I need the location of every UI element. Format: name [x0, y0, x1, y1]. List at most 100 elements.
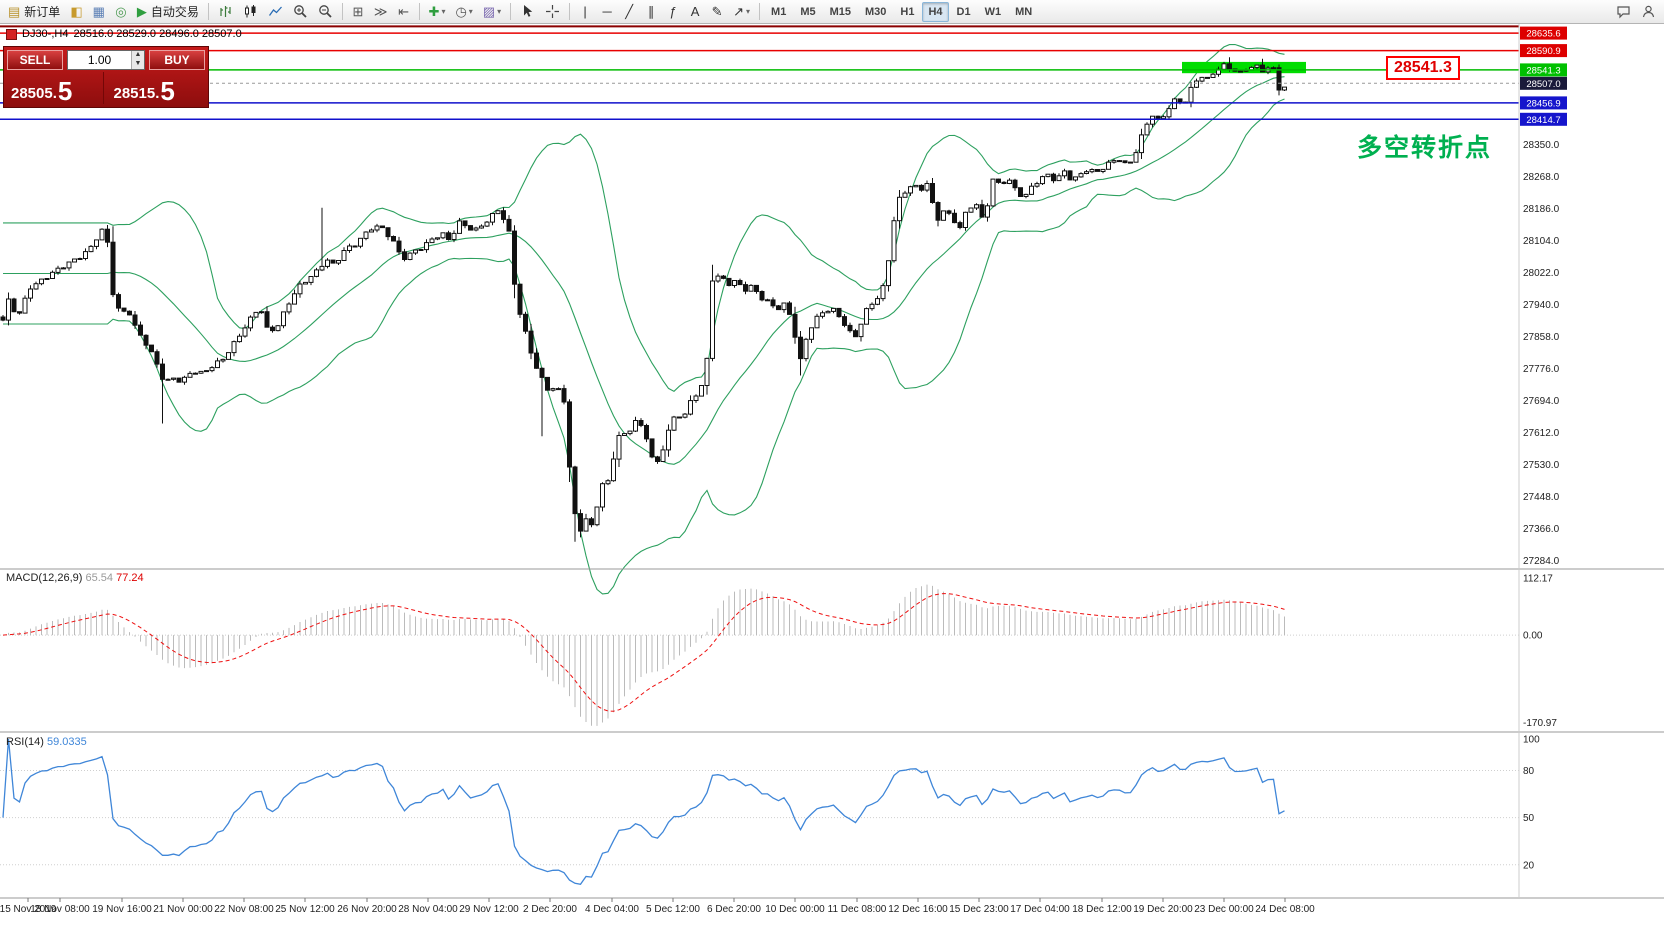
svg-text:28507.0: 28507.0 — [1526, 79, 1560, 90]
svg-text:112.17: 112.17 — [1523, 573, 1553, 584]
zoom-in-button[interactable] — [289, 2, 312, 22]
annotation-text[interactable]: 多空转折点 — [1356, 134, 1492, 162]
zoomout-icon — [319, 5, 332, 18]
svg-text:10 Dec 00:00: 10 Dec 00:00 — [765, 904, 825, 915]
svg-text:2 Dec 20:00: 2 Dec 20:00 — [523, 904, 577, 915]
macd-label: MACD(12,26,9) 65.54 77.24 — [6, 572, 144, 584]
svg-text:24 Dec 08:00: 24 Dec 08:00 — [1255, 904, 1315, 915]
timeframe-m15-button[interactable]: M15 — [829, 5, 852, 18]
chart-symbol-icon — [6, 28, 17, 40]
svg-text:-170.97: -170.97 — [1523, 718, 1557, 729]
auto-scroll-button[interactable]: ≫ — [373, 4, 388, 19]
chart-shift-button[interactable]: ⇤ — [398, 4, 409, 19]
trendline-button[interactable]: ╱ — [625, 4, 634, 19]
svg-text:28268.0: 28268.0 — [1523, 172, 1560, 183]
sell-button[interactable]: SELL — [7, 50, 63, 70]
line-chart-button[interactable] — [264, 2, 287, 22]
sell-price-base: 28505. — [11, 85, 57, 102]
price-callout[interactable]: 28541.3 — [1386, 56, 1460, 80]
zoomin-icon — [294, 5, 307, 18]
candlestick-chart-button[interactable] — [239, 2, 262, 22]
timeframe-w1-button[interactable]: W1 — [984, 5, 1002, 18]
templates-button[interactable]: ▨ ▾ — [482, 4, 502, 19]
svg-text:29 Nov 12:00: 29 Nov 12:00 — [459, 904, 519, 915]
svg-text:28186.0: 28186.0 — [1523, 204, 1560, 215]
chat-icon — [1617, 6, 1630, 19]
timeframe-m5-button[interactable]: M5 — [800, 5, 816, 18]
volume-control: ▲ ▼ — [67, 50, 145, 70]
svg-text:5 Dec 12:00: 5 Dec 12:00 — [646, 904, 700, 915]
timeframe-m1-button[interactable]: M1 — [771, 5, 787, 18]
rsi-label: RSI(14) 59.0335 — [6, 736, 87, 748]
bars-icon — [220, 6, 231, 17]
panel-splitters[interactable] — [0, 568, 1664, 899]
data-window-button[interactable]: ▦ — [92, 4, 105, 19]
horizontal-line-button[interactable]: ─ — [602, 4, 612, 19]
highlight-zone[interactable] — [1182, 61, 1306, 74]
svg-text:28414.7: 28414.7 — [1526, 115, 1560, 126]
timeframe-d1-button[interactable]: D1 — [956, 5, 971, 18]
volume-spinner: ▲ ▼ — [131, 51, 144, 69]
user-icon — [1642, 5, 1655, 18]
label-button[interactable]: ✎ — [711, 4, 723, 19]
svg-text:27530.0: 27530.0 — [1523, 460, 1560, 471]
svg-text:18 Dec 12:00: 18 Dec 12:00 — [1072, 904, 1132, 915]
navigator-button[interactable]: ◎ — [115, 4, 127, 19]
cursor-button[interactable] — [516, 2, 539, 22]
chart-plot[interactable]: MACD(12,26,9) 65.54 77.24 112.17 0.00 -170.… — [0, 24, 1664, 945]
svg-text:27366.0: 27366.0 — [1523, 524, 1560, 535]
bar-chart-button[interactable] — [214, 2, 237, 22]
svg-text:19 Nov 16:00: 19 Nov 16:00 — [92, 904, 152, 915]
toolbar-separator — [759, 3, 761, 20]
support-chat-button[interactable] — [1612, 2, 1635, 22]
chart-window: MACD(12,26,9) 65.54 77.24 112.17 0.00 -170.… — [0, 24, 1664, 945]
volume-up-button[interactable]: ▲ — [132, 51, 144, 60]
toolbar-separator — [510, 3, 512, 20]
timeframe-h1-button[interactable]: H1 — [900, 5, 915, 18]
text-button[interactable]: A — [690, 4, 700, 19]
candles-icon — [244, 5, 256, 18]
profile-button[interactable] — [1637, 2, 1660, 22]
svg-text:27858.0: 27858.0 — [1523, 332, 1560, 343]
rsi-panel[interactable]: RSI(14) 59.0335 100 80 50 20 — [0, 735, 1540, 886]
svg-text:19 Dec 20:00: 19 Dec 20:00 — [1133, 904, 1193, 915]
svg-text:23 Dec 00:00: 23 Dec 00:00 — [1194, 904, 1254, 915]
sell-price[interactable]: 28505. 5 — [7, 72, 103, 104]
toolbar-right-group — [1611, 2, 1661, 22]
channel-button[interactable]: ∥ — [647, 4, 655, 19]
svg-text:12 Dec 16:00: 12 Dec 16:00 — [888, 904, 948, 915]
tile-windows-button[interactable]: ⊞ — [352, 4, 364, 19]
zoom-out-button[interactable] — [314, 2, 337, 22]
buy-price[interactable]: 28515. 5 — [102, 72, 206, 104]
svg-text:80: 80 — [1523, 766, 1535, 777]
svg-text:28104.0: 28104.0 — [1523, 236, 1560, 247]
svg-text:27612.0: 27612.0 — [1523, 428, 1560, 439]
fibonacci-button[interactable]: ƒ — [669, 4, 677, 19]
timeframe-mn-button[interactable]: MN — [1015, 5, 1033, 18]
crosshair-button[interactable] — [541, 2, 564, 22]
macd-panel[interactable]: MACD(12,26,9) 65.54 77.24 112.17 0.00 -170.… — [0, 572, 1557, 729]
volume-down-button[interactable]: ▼ — [132, 60, 144, 69]
vertical-line-button[interactable]: | — [583, 4, 587, 19]
horizontal-lines[interactable] — [0, 25, 1519, 121]
auto-trading-button[interactable]: ▶ 自动交易 — [136, 4, 199, 19]
svg-text:25 Nov 12:00: 25 Nov 12:00 — [275, 904, 335, 915]
volume-input[interactable] — [68, 51, 131, 69]
new-order-button[interactable]: ▤ 新订单 — [8, 4, 61, 19]
arrows-button[interactable]: ↗ ▾ — [733, 4, 751, 19]
svg-text:20: 20 — [1523, 860, 1535, 871]
market-watch-button[interactable]: ◧ — [70, 4, 83, 19]
timeframe-h4-button[interactable]: H4 — [922, 1, 949, 22]
svg-text:6 Dec 20:00: 6 Dec 20:00 — [707, 904, 761, 915]
buy-button[interactable]: BUY — [149, 50, 205, 70]
toolbar-separator — [341, 3, 343, 20]
periods-button[interactable]: ◷ ▾ — [455, 4, 473, 19]
timeframe-m30-button[interactable]: M30 — [865, 5, 887, 18]
cursor-icon — [524, 5, 533, 17]
svg-text:28635.6: 28635.6 — [1526, 29, 1560, 40]
svg-text:17 Dec 04:00: 17 Dec 04:00 — [1010, 904, 1070, 915]
price-axis[interactable]: 28350.0 28268.0 28186.0 28104.0 28022.0 27940… — [1520, 26, 1567, 567]
indicators-button[interactable]: ✚ ▾ — [428, 4, 446, 19]
svg-text:11 Dec 08:00: 11 Dec 08:00 — [828, 904, 887, 915]
